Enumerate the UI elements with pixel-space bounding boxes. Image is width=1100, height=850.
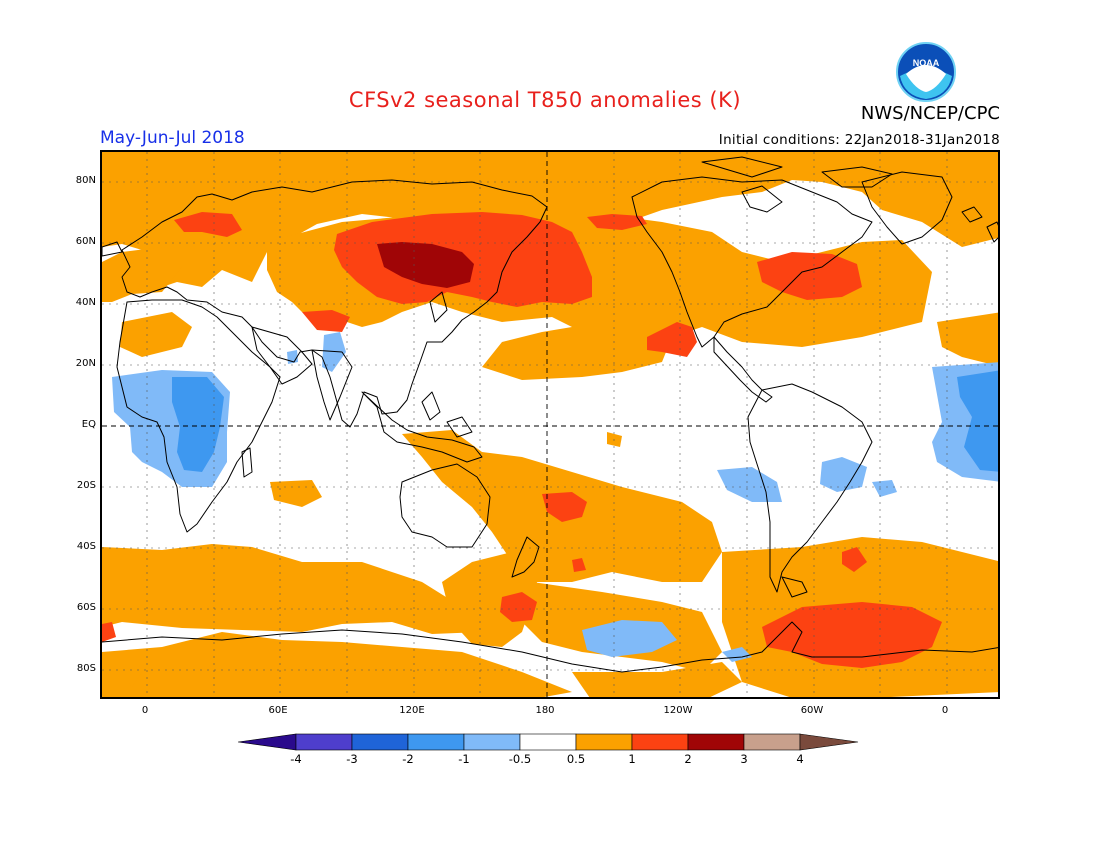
noaa-logo-icon: NOAA — [896, 42, 956, 102]
lat-label-80s: 80S — [76, 663, 96, 674]
anomaly-map — [100, 150, 1000, 699]
lat-label-60n: 60N — [75, 236, 96, 247]
lat-label-20n: 20N — [75, 358, 96, 369]
equator-dateline — [102, 152, 998, 697]
colorbar-label: 2 — [684, 752, 692, 766]
colorbar-label: 0.5 — [566, 752, 586, 766]
colorbar — [238, 733, 859, 751]
map-gridlines — [102, 152, 998, 697]
lon-label-0-east: 0 — [941, 705, 949, 716]
initial-conditions-label: Initial conditions: 22Jan2018-31Jan2018 — [718, 132, 1000, 148]
lat-label-20s: 20S — [76, 480, 96, 491]
noaa-logo-text: NOAA — [913, 58, 940, 68]
lon-label-0: 0 — [141, 705, 149, 716]
lon-label-60w: 60W — [800, 705, 824, 716]
agency-label: NWS/NCEP/CPC — [860, 103, 1000, 124]
anomaly-regions-blue — [172, 370, 998, 472]
lat-label-eq: EQ — [81, 419, 96, 430]
lat-label-80n: 80N — [75, 175, 96, 186]
map-title: CFSv2 seasonal T850 anomalies (K) — [348, 88, 742, 112]
colorbar-label: -4 — [290, 752, 302, 766]
coastlines — [102, 156, 998, 673]
lon-label-120w: 120W — [663, 705, 693, 716]
lon-label-180: 180 — [535, 705, 555, 716]
lon-label-60e: 60E — [268, 705, 288, 716]
lat-label-40n: 40N — [75, 297, 96, 308]
colorbar-label: 3 — [740, 752, 748, 766]
colorbar-label: 4 — [796, 752, 804, 766]
colorbar-label: 1 — [628, 752, 636, 766]
colorbar-label: -2 — [402, 752, 414, 766]
season-label: May-Jun-Jul 2018 — [100, 128, 245, 148]
anomaly-regions-darkred — [377, 242, 474, 288]
lat-label-40s: 40S — [76, 541, 96, 552]
colorbar-label: -1 — [458, 752, 470, 766]
lon-label-120e: 120E — [399, 705, 425, 716]
colorbar-label: -3 — [346, 752, 358, 766]
lat-label-60s: 60S — [76, 602, 96, 613]
colorbar-label: -0.5 — [508, 752, 532, 766]
